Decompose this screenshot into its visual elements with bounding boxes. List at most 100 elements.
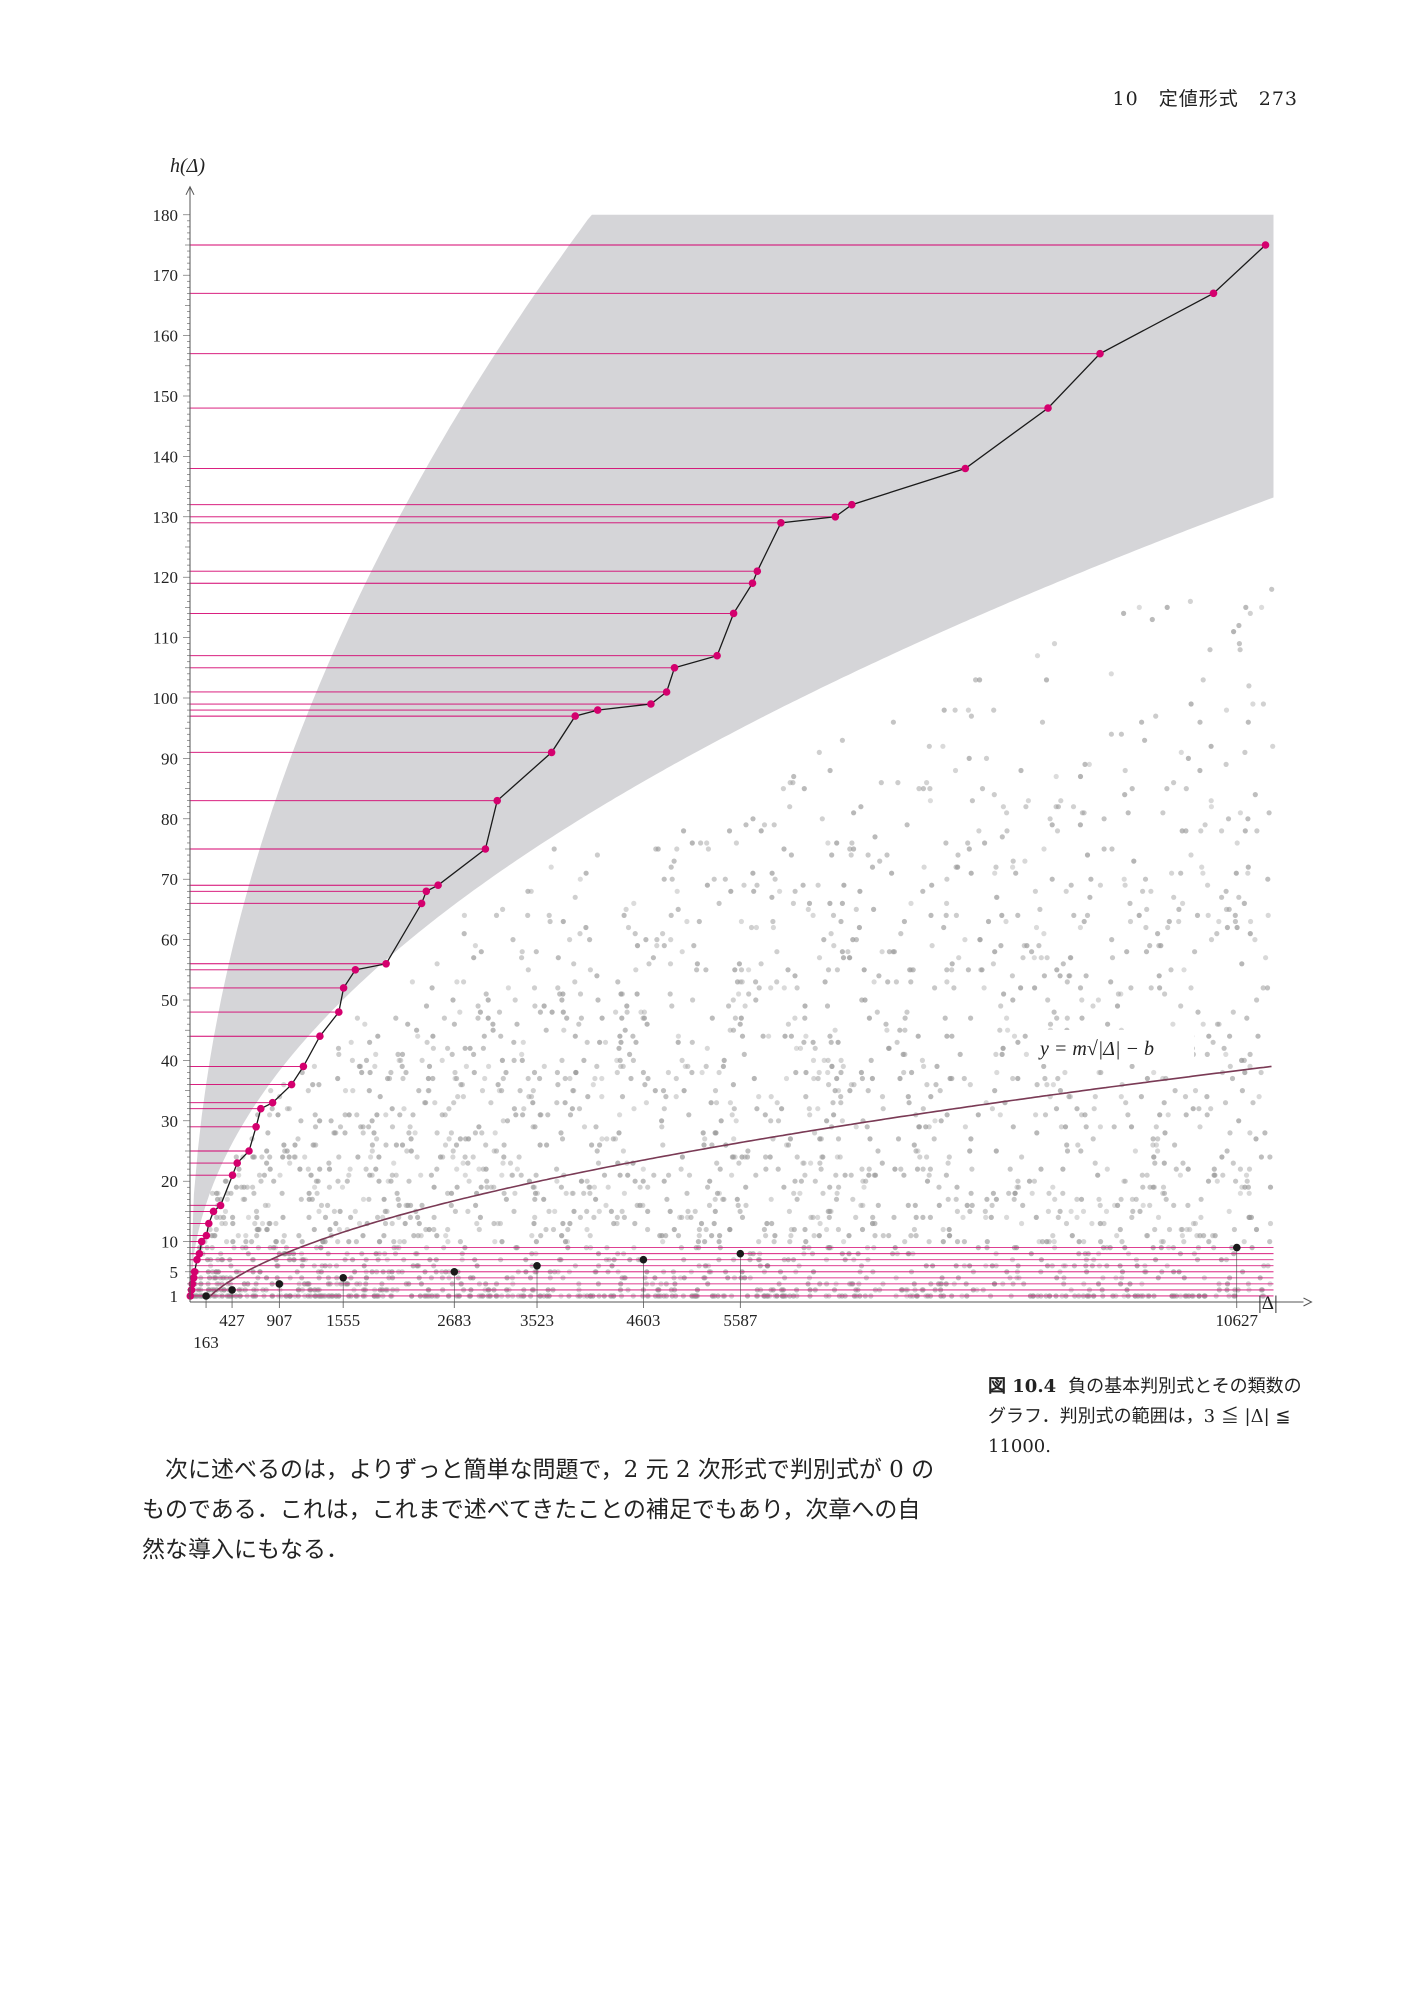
scatter-dot	[443, 1233, 449, 1239]
record-point	[209, 1207, 218, 1216]
scatter-dot	[1044, 1082, 1050, 1088]
scatter-dot	[961, 1239, 968, 1245]
scatter-dot	[976, 828, 982, 834]
scatter-dot	[313, 1178, 319, 1184]
scatter-dot	[1077, 985, 1084, 991]
y-tick-label: 160	[153, 327, 179, 346]
scatter-dot	[472, 943, 478, 949]
scatter-dot	[787, 804, 793, 810]
scatter-dot	[833, 1172, 839, 1178]
scatter-dot	[430, 1033, 436, 1039]
scatter-dot	[336, 1226, 342, 1233]
scatter-dot	[1114, 1233, 1120, 1239]
scatter-dot	[305, 1166, 311, 1172]
scatter-dot	[977, 677, 983, 683]
scatter-dot	[908, 979, 914, 985]
scatter-dot	[347, 1166, 353, 1172]
class-point	[275, 1280, 284, 1288]
curve-label: y = m√|Δ| − b	[1038, 1038, 1154, 1060]
scatter-dot	[1262, 1130, 1268, 1136]
scatter-dot	[546, 1208, 552, 1214]
scatter-dot	[712, 1196, 718, 1202]
scatter-dot	[872, 1233, 878, 1239]
scatter-dot	[1265, 876, 1271, 882]
scatter-dot	[1098, 1239, 1104, 1245]
scatter-dot	[1050, 1233, 1056, 1239]
scatter-dot	[904, 822, 910, 828]
scatter-dot	[620, 1148, 627, 1154]
scatter-dot	[369, 1148, 375, 1154]
scatter-dot	[830, 912, 837, 919]
scatter-dot	[1216, 918, 1222, 925]
y-tick-label: 140	[153, 447, 179, 466]
scatter-dot	[997, 1112, 1003, 1118]
scatter-dot	[668, 937, 674, 943]
scatter-dot	[1053, 773, 1059, 780]
scatter-dot	[821, 937, 827, 943]
scatter-dot	[845, 949, 851, 955]
scatter-dot	[992, 1088, 998, 1094]
scatter-dot	[545, 1112, 551, 1118]
scatter-dot	[816, 955, 823, 961]
scatter-dot	[703, 1226, 709, 1233]
scatter-dot	[999, 912, 1005, 919]
scatter-dot	[1153, 713, 1159, 719]
scatter-dot	[264, 1160, 270, 1166]
scatter-dot	[1043, 677, 1050, 683]
scatter-dot	[924, 1178, 931, 1184]
scatter-dot	[720, 1196, 726, 1202]
scatter-dot	[215, 1190, 221, 1196]
scatter-dot	[449, 1051, 455, 1057]
scatter-dot	[369, 1118, 375, 1124]
scatter-dot	[262, 1202, 268, 1208]
scatter-dot	[336, 1051, 342, 1057]
scatter-dot	[827, 1033, 833, 1039]
scatter-dot	[696, 1233, 702, 1239]
scatter-dot	[847, 1088, 853, 1094]
scatter-dot	[829, 852, 835, 858]
scatter-dot	[1254, 828, 1260, 834]
scatter-dot	[875, 1202, 881, 1208]
scatter-dot	[969, 1166, 975, 1172]
scatter-dot	[593, 1124, 599, 1130]
scatter-dot	[886, 949, 893, 955]
scatter-dot	[418, 1172, 424, 1178]
page-number: 273	[1258, 88, 1298, 110]
scatter-dot	[673, 1094, 679, 1100]
scatter-dot	[991, 792, 997, 798]
scatter-dot	[966, 846, 972, 852]
scatter-dot	[943, 912, 949, 919]
scatter-dot	[403, 1069, 409, 1076]
scatter-dot	[728, 888, 734, 894]
scatter-dot	[314, 1190, 320, 1196]
scatter-dot	[702, 1239, 708, 1245]
scatter-dot	[840, 1063, 846, 1069]
scatter-dot	[375, 1033, 381, 1039]
scatter-dot	[454, 1184, 460, 1190]
scatter-dot	[517, 1088, 523, 1094]
scatter-dot	[937, 1088, 943, 1094]
scatter-dot	[559, 1136, 566, 1142]
scatter-dot	[399, 1142, 406, 1148]
scatter-dot	[698, 1220, 705, 1227]
scatter-dot	[897, 1075, 903, 1082]
scatter-dot	[840, 955, 847, 961]
scatter-dot	[1033, 1112, 1039, 1118]
scatter-dot	[1234, 840, 1240, 846]
scatter-dot	[761, 1226, 768, 1233]
scatter-dot	[408, 1202, 414, 1208]
scatter-dot	[614, 1214, 620, 1220]
scatter-dot	[485, 997, 491, 1003]
scatter-dot	[848, 1172, 854, 1178]
scatter-dot	[902, 1239, 908, 1245]
scatter-dot	[1084, 852, 1091, 858]
scatter-dot	[1122, 1178, 1128, 1184]
scatter-dot	[1097, 1124, 1103, 1130]
scatter-dot	[664, 1196, 670, 1202]
scatter-dot	[1049, 876, 1055, 882]
record-point	[195, 1249, 204, 1258]
scatter-dot	[579, 1178, 585, 1184]
scatter-dot	[632, 1220, 638, 1227]
scatter-dot	[339, 1184, 346, 1190]
scatter-dot	[1037, 906, 1043, 913]
